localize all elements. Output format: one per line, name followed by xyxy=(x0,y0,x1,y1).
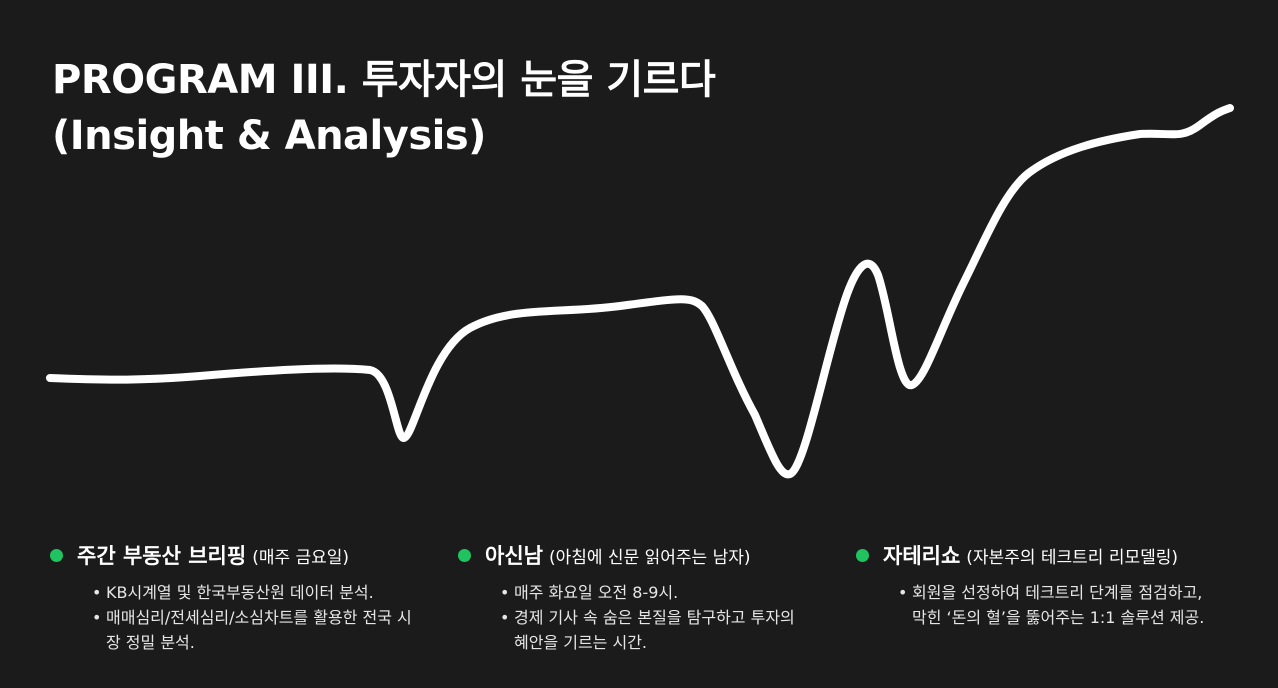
program-name: 아신남 xyxy=(485,544,543,568)
green-dot-icon xyxy=(856,548,869,562)
program-subtitle: (매주 금요일) xyxy=(252,547,350,568)
title-line-2: (Insight & Analysis) xyxy=(52,113,486,159)
bullet: 회원을 선정하여 테크트리 단계를 점검하고, 막힌 ‘돈의 혈’을 뚫어주는 … xyxy=(898,580,1218,630)
title-line-1: PROGRAM III. 투자자의 눈을 기르다 xyxy=(52,57,716,103)
program-item-weekly-briefing: 주간 부동산 브리핑(매주 금요일) KB시계열 및 한국부동산원 데이터 분석… xyxy=(50,540,422,655)
program-subtitle: (자본주의 테크트리 리모델링) xyxy=(966,547,1179,568)
trend-line-path xyxy=(46,104,1234,479)
green-dot-icon xyxy=(50,548,63,562)
green-dot-icon xyxy=(458,548,471,562)
bullet: 매매심리/전세심리/소심차트를 활용한 전국 시장 정밀 분석. xyxy=(92,605,422,655)
program-item-asinnam: 아신남(아침에 신문 읽어주는 남자) 매주 화요일 오전 8-9시.경제 기사… xyxy=(458,540,800,655)
bullet: KB시계열 및 한국부동산원 데이터 분석. xyxy=(92,580,422,605)
bullet: 경제 기사 속 숨은 본질을 탐구하고 투자의 혜안을 기르는 시간. xyxy=(500,605,800,655)
program-name: 주간 부동산 브리핑 xyxy=(77,544,247,568)
program-item-jateri-show: 자테리쇼(자본주의 테크트리 리모델링) 회원을 선정하여 테크트리 단계를 점… xyxy=(856,540,1218,630)
bullet: 매주 화요일 오전 8-9시. xyxy=(500,580,800,605)
program-name: 자테리쇼 xyxy=(883,544,961,568)
slide-title: PROGRAM III. 투자자의 눈을 기르다 (Insight & Anal… xyxy=(52,52,716,164)
program-subtitle: (아침에 신문 읽어주는 남자) xyxy=(548,547,751,568)
